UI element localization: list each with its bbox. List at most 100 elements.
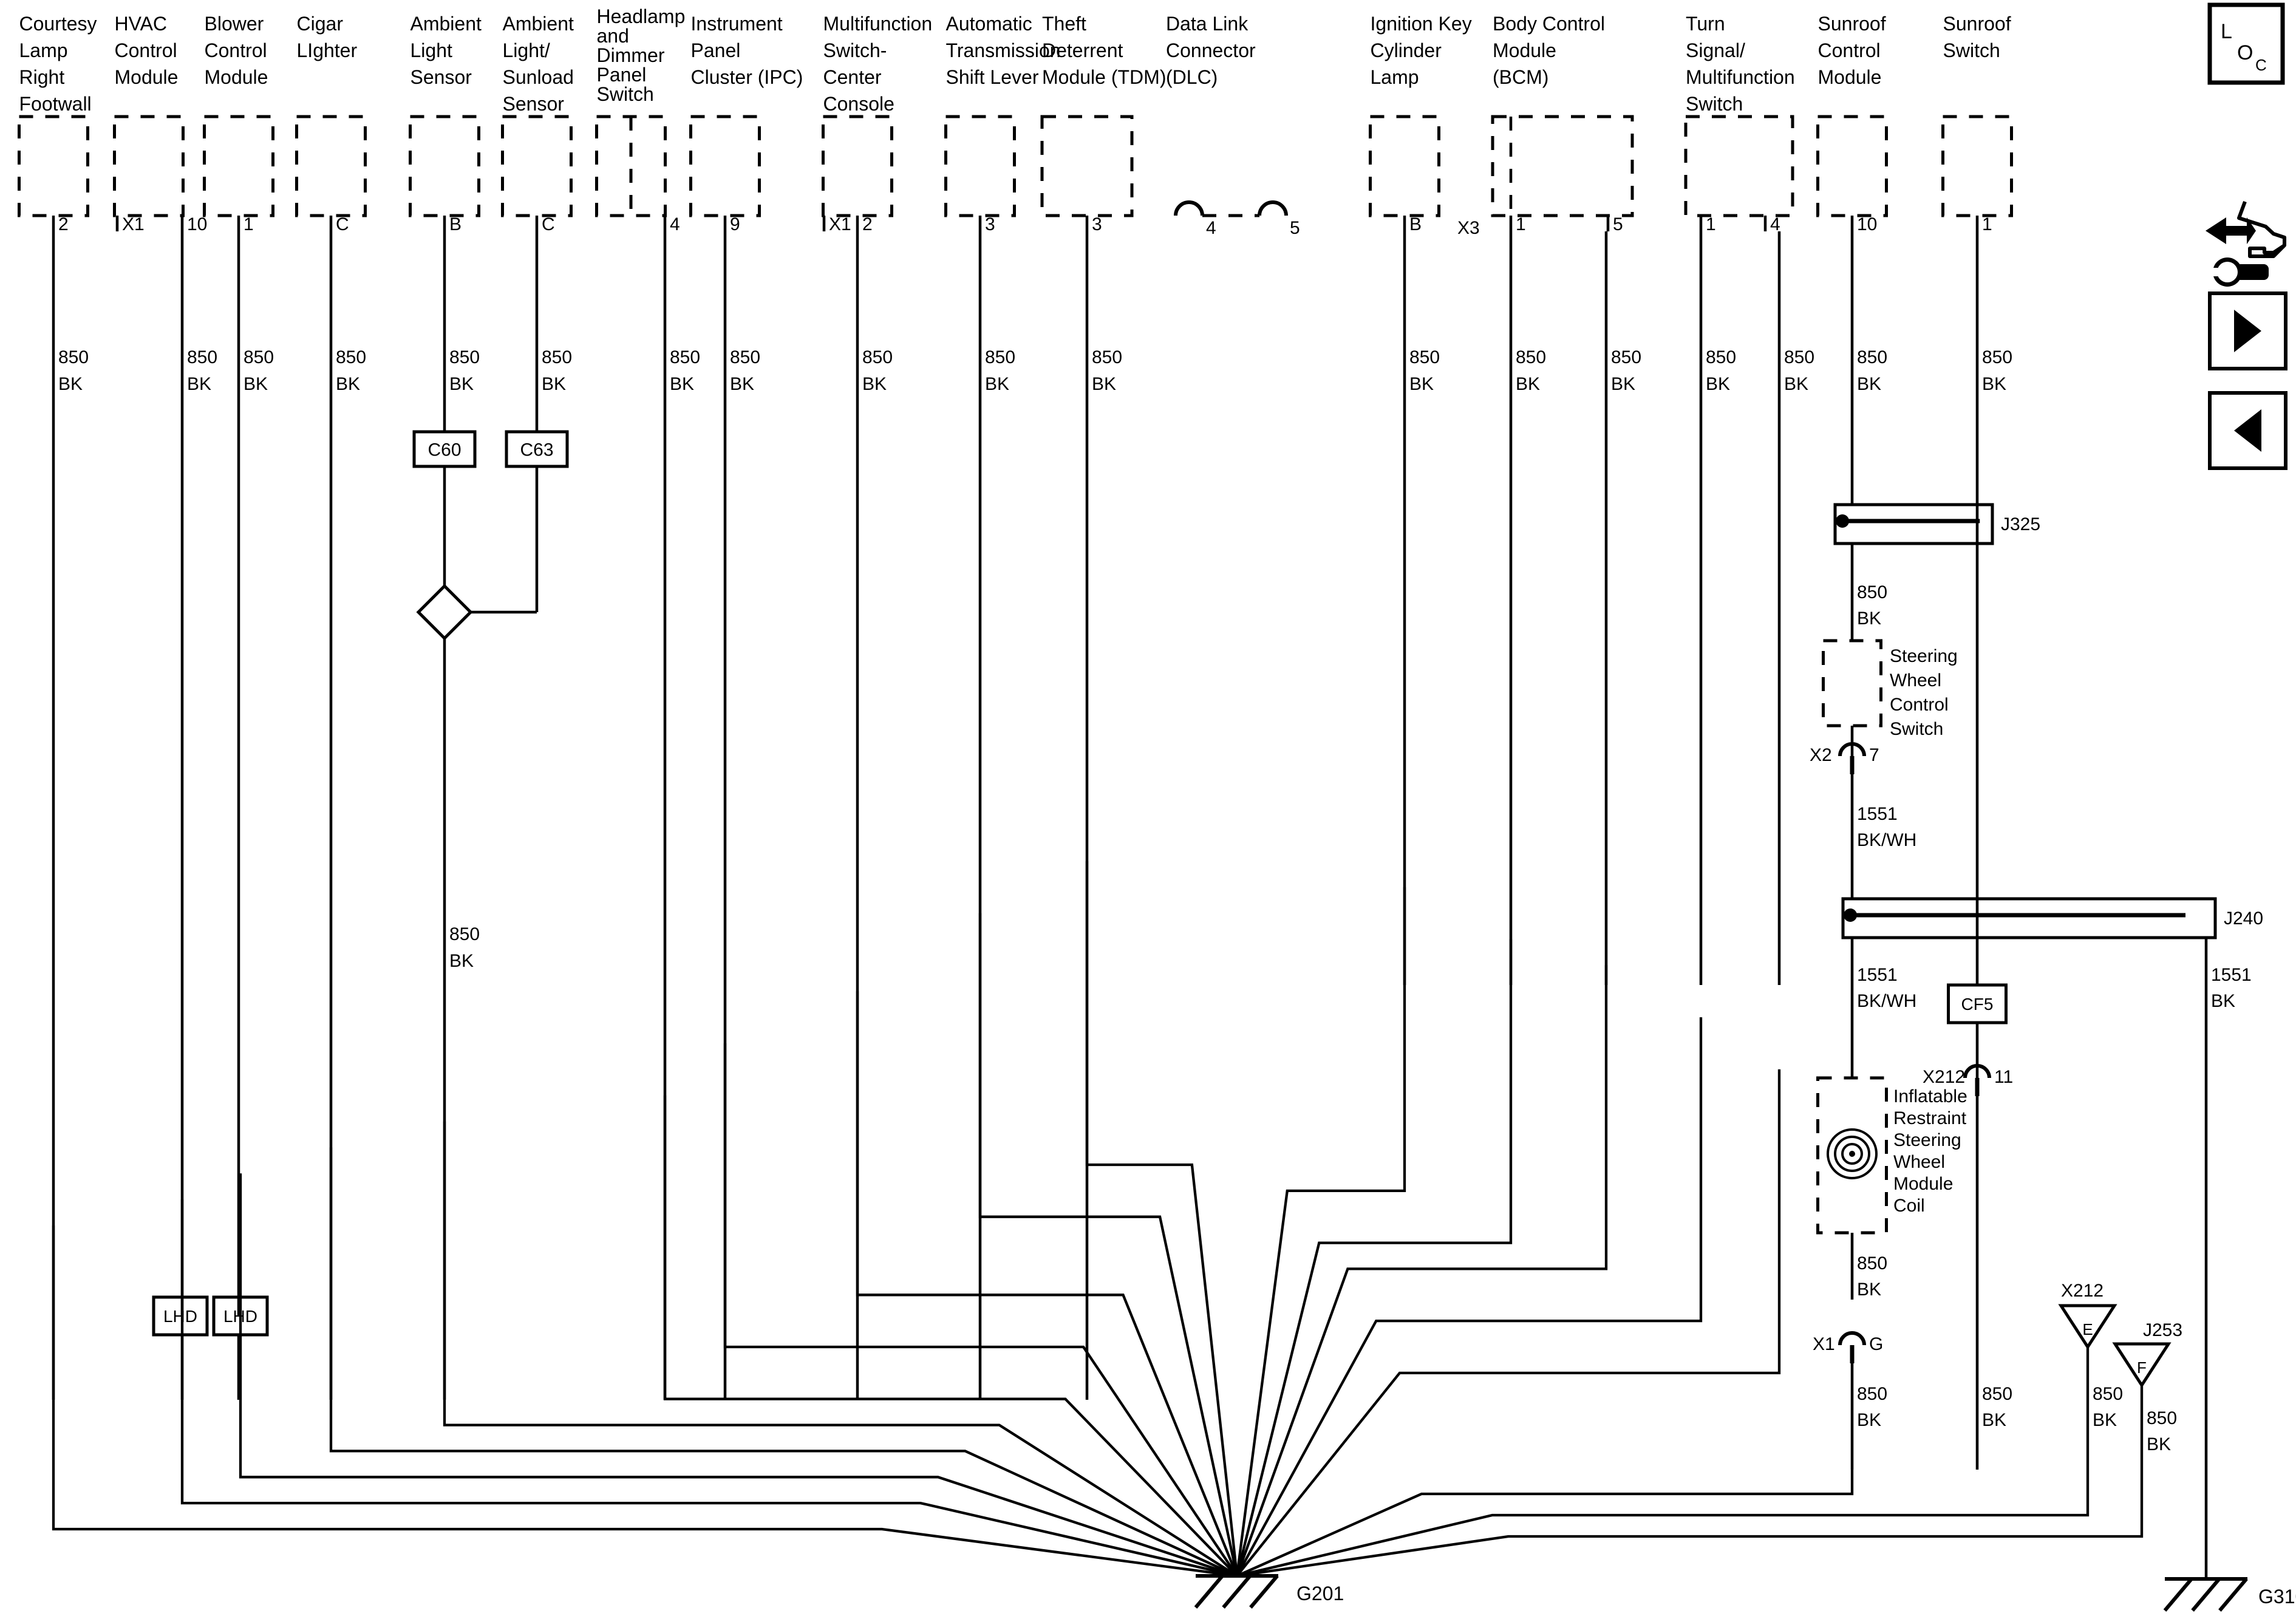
svg-text:1: 1 [1982,214,1992,234]
svg-text:BK/WH: BK/WH [1857,830,1916,850]
svg-text:Theft: Theft [1042,13,1086,35]
svg-text:850: 850 [2147,1408,2177,1428]
svg-text:850: 850 [1092,347,1122,367]
svg-text:10: 10 [1857,214,1877,234]
svg-text:11: 11 [1994,1067,2013,1087]
svg-text:B: B [1409,214,1422,234]
svg-text:Control: Control [1818,39,1881,61]
svg-text:3: 3 [985,214,995,234]
svg-text:BK: BK [336,374,360,394]
svg-text:L: L [2221,20,2232,43]
svg-text:Cluster (IPC): Cluster (IPC) [691,66,803,88]
svg-text:BK: BK [1516,374,1540,394]
svg-text:BK: BK [1784,374,1808,394]
svg-text:BK: BK [1857,608,1881,629]
svg-text:1: 1 [244,214,254,234]
svg-text:Cylinder: Cylinder [1371,39,1442,61]
svg-text:Control: Control [205,39,267,61]
svg-text:850: 850 [1857,1253,1887,1273]
svg-text:X3: X3 [1457,218,1480,238]
svg-text:G: G [1869,1334,1883,1354]
svg-text:Panel: Panel [691,39,741,61]
svg-text:Control: Control [115,39,177,61]
svg-text:Dimmer: Dimmer [597,44,665,66]
svg-text:Multifunction: Multifunction [823,13,933,35]
svg-text:850: 850 [58,347,89,367]
svg-text:BK: BK [1706,374,1730,394]
svg-text:Courtesy: Courtesy [19,13,97,35]
svg-text:BK: BK [2147,1434,2171,1454]
svg-text:850: 850 [1857,1384,1887,1404]
svg-text:Switch: Switch [1686,93,1743,115]
svg-text:Light: Light [410,39,453,61]
svg-text:Switch: Switch [597,83,654,105]
svg-text:Switch: Switch [1943,39,2000,61]
svg-text:Switch: Switch [1890,719,1943,739]
svg-text:BK: BK [1982,1410,2006,1430]
svg-text:7: 7 [1869,745,1879,765]
svg-text:X1: X1 [1813,1334,1835,1354]
svg-text:X212: X212 [1923,1067,1965,1087]
svg-text:Center: Center [823,66,882,88]
svg-text:850: 850 [1706,347,1736,367]
svg-text:Ambient: Ambient [410,13,482,35]
svg-text:(BCM): (BCM) [1493,66,1548,88]
svg-text:BK: BK [2093,1410,2117,1430]
svg-text:X2: X2 [1810,745,1832,765]
svg-text:Light/: Light/ [503,39,550,61]
svg-text:BK: BK [244,374,268,394]
svg-text:Footwall: Footwall [19,93,92,115]
svg-text:BK: BK [542,374,566,394]
svg-text:Coil: Coil [1893,1196,1925,1216]
svg-text:850: 850 [336,347,366,367]
svg-text:BK: BK [1409,374,1434,394]
svg-text:G201: G201 [1296,1583,1344,1604]
svg-text:Sunload: Sunload [503,66,574,88]
svg-text:1551: 1551 [2211,965,2252,985]
svg-text:Lamp: Lamp [1371,66,1419,88]
svg-text:850: 850 [1982,1384,2012,1404]
svg-text:LIghter: LIghter [297,39,358,61]
svg-text:C: C [542,214,555,234]
svg-text:Deterrent: Deterrent [1042,39,1123,61]
svg-text:10: 10 [187,214,207,234]
svg-text:C: C [336,214,349,234]
svg-text:Module: Module [115,66,179,88]
svg-text:Sunroof: Sunroof [1943,13,2011,35]
svg-text:Steering: Steering [1893,1130,1961,1150]
svg-text:Inflatable: Inflatable [1893,1086,1967,1106]
svg-text:850: 850 [985,347,1015,367]
svg-text:Signal/: Signal/ [1686,39,1745,61]
svg-text:Data Link: Data Link [1166,13,1248,35]
svg-text:850: 850 [244,347,274,367]
svg-text:850: 850 [730,347,760,367]
svg-text:850: 850 [1611,347,1641,367]
svg-text:Sensor: Sensor [410,66,472,88]
svg-text:5: 5 [1613,214,1623,234]
svg-text:BK: BK [862,374,887,394]
svg-text:Automatic: Automatic [946,13,1032,35]
svg-text:Right: Right [19,66,65,88]
svg-text:1551: 1551 [1857,804,1898,824]
svg-text:1551: 1551 [1857,965,1898,985]
svg-text:J253: J253 [2143,1320,2182,1340]
svg-text:J240: J240 [2224,908,2263,929]
svg-text:Body Control: Body Control [1493,13,1605,35]
svg-text:BK: BK [730,374,754,394]
svg-text:BK: BK [1982,374,2006,394]
svg-text:BK: BK [1857,1410,1881,1430]
svg-text:850: 850 [1516,347,1546,367]
svg-text:Multifunction: Multifunction [1686,66,1795,88]
svg-text:Connector: Connector [1166,39,1256,61]
svg-text:Wheel: Wheel [1893,1152,1945,1172]
svg-text:Headlamp: Headlamp [597,5,686,27]
svg-text:850: 850 [1409,347,1440,367]
svg-text:Module: Module [1493,39,1556,61]
svg-text:3: 3 [1092,214,1102,234]
svg-text:Cigar: Cigar [297,13,344,35]
svg-text:1: 1 [1706,214,1716,234]
svg-text:BK: BK [449,951,474,971]
svg-text:C: C [2255,56,2267,74]
svg-text:Sensor: Sensor [503,93,565,115]
svg-text:Ignition Key: Ignition Key [1371,13,1472,35]
